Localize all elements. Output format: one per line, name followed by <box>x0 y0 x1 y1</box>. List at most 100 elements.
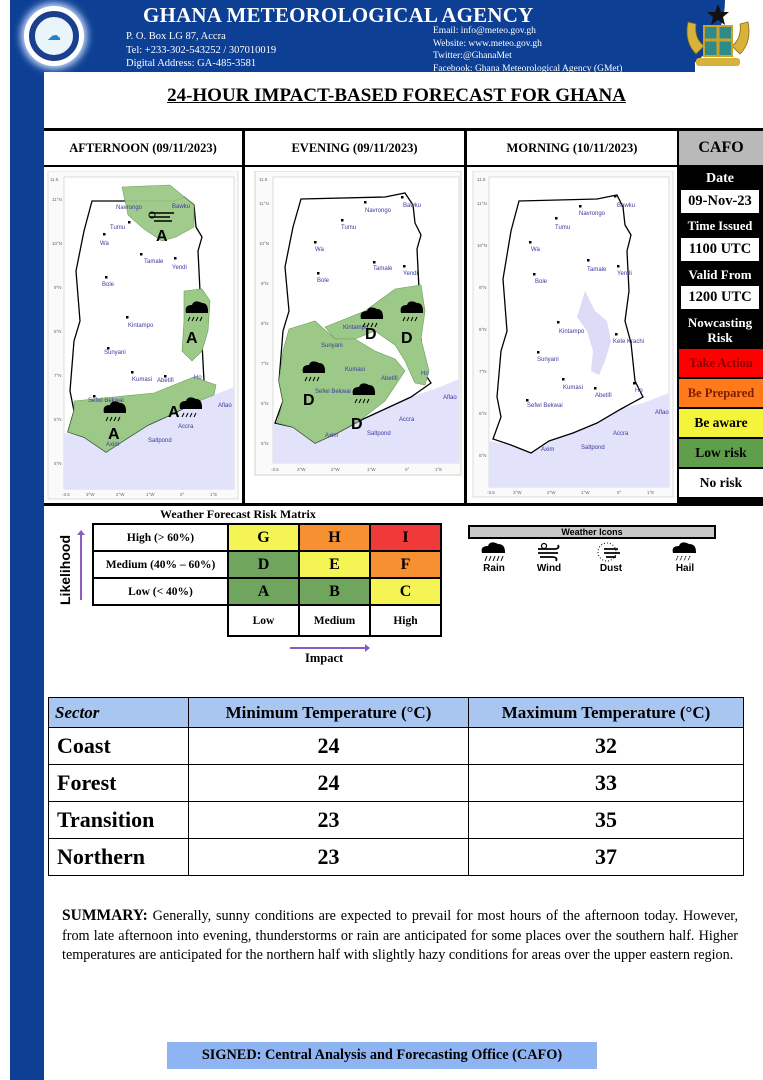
svg-text:2°W: 2°W <box>547 490 556 495</box>
impact-arrow-icon <box>290 644 370 652</box>
svg-text:Kumasi: Kumasi <box>563 385 583 391</box>
svg-text:Navrongo: Navrongo <box>365 208 392 214</box>
svg-text:Accra: Accra <box>613 431 629 437</box>
risk-be-prepared: Be Prepared <box>679 379 763 407</box>
svg-text:Kintampo: Kintampo <box>128 323 154 329</box>
header-max-temp: Maximum Temperature (°C) <box>468 697 744 728</box>
svg-text:Aflao: Aflao <box>655 410 669 416</box>
rain-icon <box>185 301 208 322</box>
svg-text:Ho: Ho <box>194 375 202 381</box>
summary-label: SUMMARY: <box>62 907 148 924</box>
legend-rain-label: Rain <box>483 563 505 574</box>
max-temp: 32 <box>468 727 744 765</box>
map-header-afternoon: AFTERNOON (09/11/2023) <box>44 131 242 167</box>
svg-text:Kete Krachi: Kete Krachi <box>613 339 644 345</box>
risk-matrix: High (> 60%) G H I Medium (40% – 60%) D … <box>92 523 442 637</box>
table-row: Forest 24 33 <box>48 764 744 802</box>
website: Website: www.meteo.gov.gh <box>433 38 542 49</box>
divider <box>242 131 245 503</box>
svg-text:Yendi: Yendi <box>172 265 187 271</box>
contact-block-left: P. O. Box LG 87, Accra Tel: +233-302-543… <box>126 30 276 71</box>
svg-text:Tamale: Tamale <box>373 266 393 272</box>
svg-text:7°N: 7°N <box>479 369 487 374</box>
postal-address: P. O. Box LG 87, Accra <box>126 31 226 42</box>
svg-text:Navrongo: Navrongo <box>579 211 606 217</box>
svg-text:2°W: 2°W <box>331 467 340 472</box>
temperature-table: Sector Minimum Temperature (°C) Maximum … <box>48 697 744 876</box>
risk-matrix-title: Weather Forecast Risk Matrix <box>160 507 316 521</box>
legend-rain: Rain <box>469 541 519 574</box>
gmet-logo-icon: ☁ <box>24 6 84 66</box>
svg-text:Tumu: Tumu <box>341 225 356 231</box>
svg-text:10°N: 10°N <box>259 241 269 246</box>
svg-text:Ho: Ho <box>635 388 643 394</box>
email: Email: info@meteo.gov.gh <box>433 26 536 36</box>
contact-block-right: Email: info@meteo.gov.gh Website: www.me… <box>433 25 622 75</box>
ghana-map-evening: Navrongo Bawku Tumu Wa Tamale Yendi Bole Kin… <box>254 170 462 476</box>
rain-icon <box>103 401 126 422</box>
map-afternoon: Navrongo Bawku Tumu Wa Tamale Yendi Bole Kin… <box>44 170 242 503</box>
svg-text:A: A <box>186 330 198 347</box>
svg-text:Kintampo: Kintampo <box>343 325 369 331</box>
ghana-map-morning: Navrongo Bawku Tumu Wa Tamale Yendi Bole Kin… <box>472 170 674 498</box>
svg-text:Bawku: Bawku <box>172 204 190 210</box>
svg-text:Tamale: Tamale <box>587 267 607 273</box>
svg-text:2°W: 2°W <box>116 492 125 497</box>
svg-text:Navrongo: Navrongo <box>116 205 143 211</box>
cafo-panel: CAFO Date 09-Nov-23 Time Issued 1100 UTC… <box>677 131 763 503</box>
svg-text:Axim: Axim <box>106 442 119 448</box>
svg-text:Abetifi: Abetifi <box>157 378 174 384</box>
svg-text:9°N: 9°N <box>261 281 269 286</box>
map-evening: Navrongo Bawku Tumu Wa Tamale Yendi Bole Kin… <box>245 170 464 503</box>
svg-text:5°N: 5°N <box>54 461 62 466</box>
svg-text:Axim: Axim <box>325 433 338 439</box>
svg-text:6°N: 6°N <box>54 417 62 422</box>
sector-name: Coast <box>48 727 189 765</box>
svg-text:0°: 0° <box>180 492 185 497</box>
risk-none: No risk <box>679 469 763 497</box>
max-temp: 33 <box>468 764 744 802</box>
ghana-map-afternoon: Navrongo Bawku Tumu Wa Tamale Yendi Bole Kin… <box>47 170 239 500</box>
svg-text:Saltpond: Saltpond <box>367 431 391 437</box>
legend-wind: Wind <box>524 541 574 574</box>
matrix-row-medium: Medium (40% – 60%) D E F <box>92 550 442 579</box>
svg-text:Bole: Bole <box>535 279 548 285</box>
svg-text:5°N: 5°N <box>261 441 269 446</box>
svg-text:8°N: 8°N <box>479 327 487 332</box>
valid-from-value: 1200 UTC <box>681 286 759 309</box>
svg-text:Axim: Axim <box>541 447 554 453</box>
svg-text:D: D <box>351 416 363 433</box>
risk-take-action: Take Action <box>679 349 763 377</box>
svg-text:Accra: Accra <box>178 424 194 430</box>
sector-name: Transition <box>48 801 189 839</box>
svg-text:Aflao: Aflao <box>443 395 457 401</box>
temperature-table-header: Sector Minimum Temperature (°C) Maximum … <box>48 697 744 728</box>
sector-name: Northern <box>48 838 189 876</box>
svg-text:Sefwi Bekwai: Sefwi Bekwai <box>315 389 351 395</box>
matrix-cell-b: B <box>298 577 371 606</box>
date-label: Date <box>706 171 734 186</box>
svg-text:Sefwi Bekwai: Sefwi Bekwai <box>88 398 124 404</box>
impact-high: High <box>369 604 442 637</box>
svg-text:3°W: 3°W <box>513 490 522 495</box>
matrix-cell-g: G <box>227 523 300 552</box>
facebook: Facebook: Ghana Meteorological Agency (G… <box>433 63 623 74</box>
svg-text:A: A <box>108 426 120 443</box>
svg-text:9°N: 9°N <box>54 285 62 290</box>
svg-text:6°N: 6°N <box>261 401 269 406</box>
svg-text:8°N: 8°N <box>54 329 62 334</box>
svg-text:3°W: 3°W <box>86 492 95 497</box>
divider <box>464 131 467 503</box>
svg-text:7°N: 7°N <box>54 373 62 378</box>
summary-text: Generally, sunny conditions are expected… <box>62 908 738 963</box>
wind-icon <box>148 211 174 222</box>
svg-text:Wa: Wa <box>531 247 540 253</box>
svg-text:D: D <box>303 392 315 409</box>
legend-wind-label: Wind <box>536 563 562 574</box>
header-sector: Sector <box>48 697 189 728</box>
svg-text:10°N: 10°N <box>477 243 487 248</box>
svg-text:Sunyani: Sunyani <box>537 357 559 363</box>
map-header-morning: MORNING (10/11/2023) <box>467 131 677 167</box>
matrix-cell-i: I <box>369 523 442 552</box>
rain-icon <box>302 361 325 382</box>
